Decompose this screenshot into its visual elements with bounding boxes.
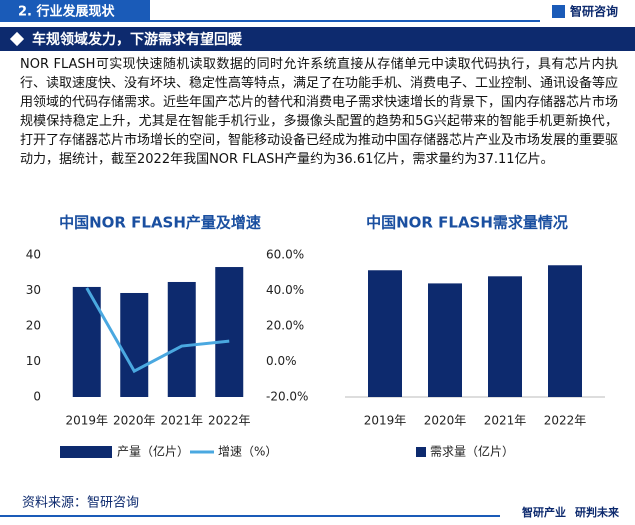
chart-title: 中国NOR FLASH需求量情况	[366, 214, 568, 232]
paragraph: NOR FLASH可实现快速随机读取数据的同时允许系统直接从存储单元中读取代码执…	[20, 57, 619, 167]
bar	[167, 281, 196, 397]
legend-swatch	[416, 447, 426, 457]
x-tick-label: 2020年	[424, 414, 467, 428]
y2-tick-label: -20.0%	[266, 390, 308, 404]
brand-icon	[552, 5, 565, 18]
y-tick-label: 30	[26, 283, 41, 297]
chart-title: 中国NOR FLASH产量及增速	[59, 214, 261, 232]
x-tick-label: 2022年	[208, 414, 251, 428]
x-tick-label: 2019年	[364, 414, 407, 428]
bar	[368, 270, 402, 397]
title-bar	[0, 27, 635, 51]
bar	[120, 292, 149, 397]
bar	[488, 276, 522, 397]
x-tick-label: 2021年	[484, 414, 527, 428]
y2-tick-label: 60.0%	[266, 248, 304, 262]
y-tick-label: 10	[26, 354, 41, 368]
source: 资料来源：智研咨询	[22, 496, 139, 511]
bar	[428, 283, 462, 397]
page-title: 车规领域发力，下游需求有望回暖	[32, 31, 243, 48]
bar	[548, 265, 582, 397]
bar	[215, 267, 244, 397]
legend-label: 产量（亿片）	[117, 444, 189, 459]
section-bar	[0, 0, 150, 22]
legend-label: 增速（%）	[218, 445, 277, 459]
title-icon	[9, 31, 25, 47]
x-tick-label: 2019年	[65, 414, 108, 428]
y-tick-label: 20	[26, 319, 41, 333]
y-tick-label: 40	[26, 248, 41, 262]
y-tick-label: 0	[33, 390, 41, 404]
y2-tick-label: 20.0%	[266, 319, 304, 333]
x-tick-label: 2021年	[160, 414, 203, 428]
y2-tick-label: 0.0%	[266, 354, 297, 368]
brand: 智研咨询	[569, 4, 618, 19]
footer-slogan: 研判未来	[575, 505, 620, 519]
legend-swatch	[60, 446, 112, 458]
x-tick-label: 2020年	[113, 414, 156, 428]
line	[85, 287, 230, 374]
legend-label: 需求量（亿片）	[430, 444, 514, 459]
y2-tick-label: 40.0%	[266, 283, 304, 297]
x-tick-label: 2022年	[544, 414, 587, 428]
section-title: 2. 行业发展现状	[18, 4, 116, 20]
footer-brand: 智研产业	[522, 505, 566, 519]
